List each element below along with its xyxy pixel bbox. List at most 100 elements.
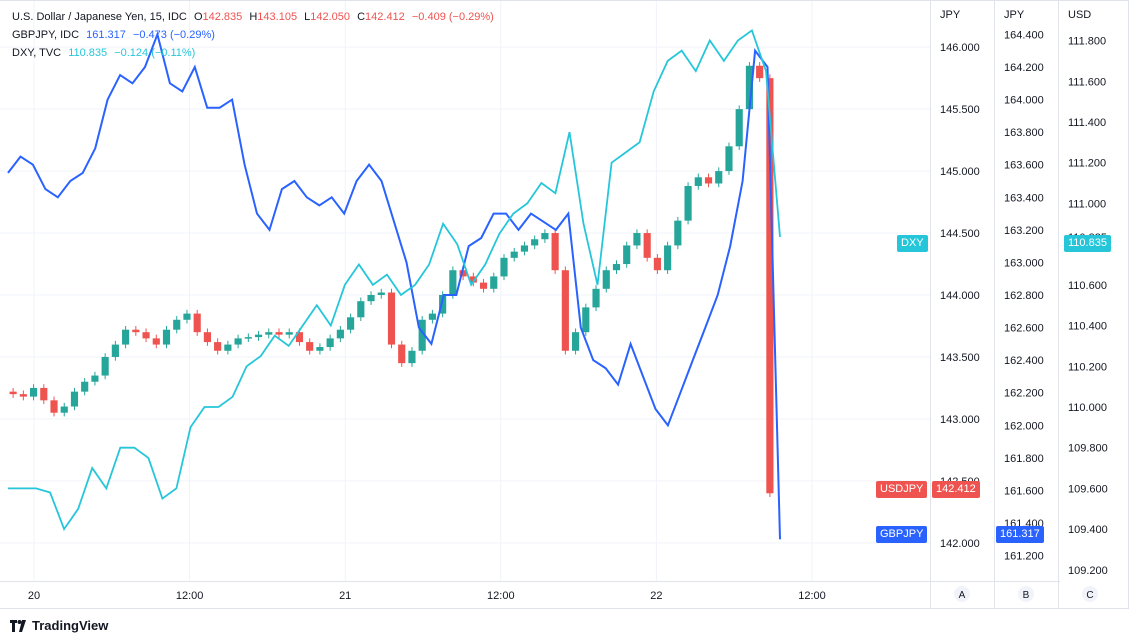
axis-c-tick-label: 109.400 <box>1068 524 1108 536</box>
usdjpy-candle-body <box>725 146 733 172</box>
footer: TradingView <box>10 618 108 633</box>
legend-usdjpy-name: U.S. Dollar / Japanese Yen, 15, IDC <box>12 11 187 23</box>
axis-c-tick-label: 109.600 <box>1068 483 1108 495</box>
usdjpy-candle-body <box>316 347 324 351</box>
usdjpy-candle-body <box>531 239 539 246</box>
tradingview-logo-icon <box>10 619 26 632</box>
dxy-price-label: 110.835 <box>1064 235 1111 252</box>
axis-b-tick-label: 163.000 <box>1004 257 1044 269</box>
gbpjpy-price-label: 161.317 <box>996 526 1044 543</box>
axis-b-tick-label: 162.800 <box>1004 290 1044 302</box>
usdjpy-candle-body <box>449 270 457 295</box>
axis-c-tick-label: 111.400 <box>1068 117 1106 129</box>
legend-close-label: C <box>357 11 366 23</box>
usdjpy-candle-body <box>398 344 406 364</box>
axis-a-tick-label: 146.000 <box>940 42 980 54</box>
usdjpy-candle-body <box>265 332 273 335</box>
usdjpy-candle-body <box>214 342 222 351</box>
usdjpy-candle-body <box>91 375 99 382</box>
legend-open-label: O <box>193 11 203 23</box>
usdjpy-candle-body <box>275 332 283 335</box>
x-tick-label: 12:00 <box>798 590 826 602</box>
x-tick-label: 20 <box>28 590 40 602</box>
usdjpy-candle-body <box>9 391 17 395</box>
usdjpy-candle-body <box>408 350 416 364</box>
legend-low-label: L <box>304 11 311 23</box>
usdjpy-price-label: 142.412 <box>932 481 980 498</box>
usdjpy-candle-body <box>285 332 293 335</box>
axis-c-tick-label: 110.400 <box>1068 321 1107 333</box>
usdjpy-candle-body <box>428 313 436 320</box>
axis-a-ticks: 146.000 145.500 145.000 144.500 144.000 143.5… <box>940 42 980 550</box>
legend-dxy-change: −0.124 (−0.11%) <box>114 47 196 59</box>
legend-dxy: DXY, TVC 110.835 −0.124 (−0.11%) <box>12 44 498 62</box>
scale-button-label: B <box>1023 590 1030 601</box>
usdjpy-candle-body <box>234 338 242 345</box>
axis-a-tick-label: 143.500 <box>940 352 980 364</box>
legend-open-value: 142.835 <box>202 11 243 23</box>
scale-buttons: A B C <box>954 586 1098 602</box>
usdjpy-candle-body <box>684 185 692 221</box>
axis-b-tick-label: 162.000 <box>1004 420 1044 432</box>
axis-a-tick-label: 145.500 <box>940 104 980 116</box>
x-axis-ticks: 20 12:00 21 12:00 22 12:00 <box>28 590 826 602</box>
legend-usdjpy-change: −0.409 (−0.29%) <box>411 11 494 23</box>
usdjpy-candle-body <box>541 233 549 240</box>
usdjpy-candle-body <box>336 329 344 339</box>
usdjpy-candle-body <box>715 171 723 184</box>
usdjpy-candle-body <box>592 288 600 308</box>
axis-a-tick-label: 145.000 <box>940 166 980 178</box>
usdjpy-candle-body <box>29 387 38 397</box>
axis-b-tick-label: 162.200 <box>1004 388 1044 400</box>
legend-gbpjpy-name: GBPJPY, IDC <box>12 29 80 41</box>
axis-c-tick-label: 111.200 <box>1068 158 1106 170</box>
axis-c-tick-label: 111.600 <box>1068 76 1106 88</box>
grid-lines <box>0 0 930 581</box>
usdjpy-candle-body <box>633 233 641 246</box>
axis-b-tick-label: 162.600 <box>1004 323 1044 335</box>
axis-a-tick-label: 144.500 <box>940 228 980 240</box>
axis-c-tick-label: 109.200 <box>1068 565 1108 577</box>
usdjpy-candle-body <box>111 344 119 357</box>
axis-b-tick-label: 164.400 <box>1004 29 1044 41</box>
scale-button-label: C <box>1086 590 1093 601</box>
usdjpy-candle-body <box>357 301 365 318</box>
scale-button-bg <box>1082 586 1098 602</box>
legend-high-label: H <box>249 11 258 23</box>
usdjpy-candle-body <box>295 332 304 343</box>
usdjpy-candle-body <box>367 295 375 302</box>
axis-b-tick-label: 163.400 <box>1004 192 1044 204</box>
usdjpy-candle-body <box>572 332 580 351</box>
axis-b-tick-label: 163.200 <box>1004 225 1044 237</box>
usdjpy-candle-body <box>224 344 232 351</box>
axis-b-ticks: 164.400 164.200 164.000 163.800 163.600 163.4… <box>1004 29 1044 562</box>
usdjpy-candles <box>9 62 774 497</box>
usdjpy-candle-body <box>735 109 743 147</box>
axis-b-tick-label: 164.000 <box>1004 95 1044 107</box>
usdjpy-candle-body <box>193 313 201 333</box>
legend-usdjpy: U.S. Dollar / Japanese Yen, 15, IDC O142… <box>12 8 498 26</box>
legend-gbpjpy-change: −0.473 (−0.29%) <box>132 29 215 41</box>
usdjpy-candle-body <box>469 276 477 283</box>
usdjpy-candle-body <box>387 292 396 345</box>
x-tick-label: 22 <box>650 590 662 602</box>
usdjpy-candle-body <box>582 307 590 333</box>
usdjpy-candle-body <box>50 400 58 413</box>
usdjpy-candle-body <box>70 391 79 407</box>
usdjpy-candle-body <box>326 338 334 348</box>
axis-a-title: JPY <box>940 9 961 21</box>
axis-c-tick-label: 110.000 <box>1068 402 1107 414</box>
usdjpy-tag: USDJPY <box>876 481 928 498</box>
scale-button-label: A <box>959 590 966 601</box>
x-tick-label: 21 <box>339 590 351 602</box>
axis-b-tick-label: 164.200 <box>1004 62 1044 74</box>
axis-a-tick-label: 144.000 <box>940 290 980 302</box>
dxy-tag: DXY <box>897 235 928 252</box>
axis-c-tick-label: 111.000 <box>1068 198 1106 210</box>
axis-b-tick-label: 161.800 <box>1004 453 1044 465</box>
usdjpy-candle-body <box>510 251 518 258</box>
usdjpy-candle-body <box>756 65 764 79</box>
usdjpy-candle-body <box>674 220 682 246</box>
usdjpy-candle-body <box>664 245 672 271</box>
